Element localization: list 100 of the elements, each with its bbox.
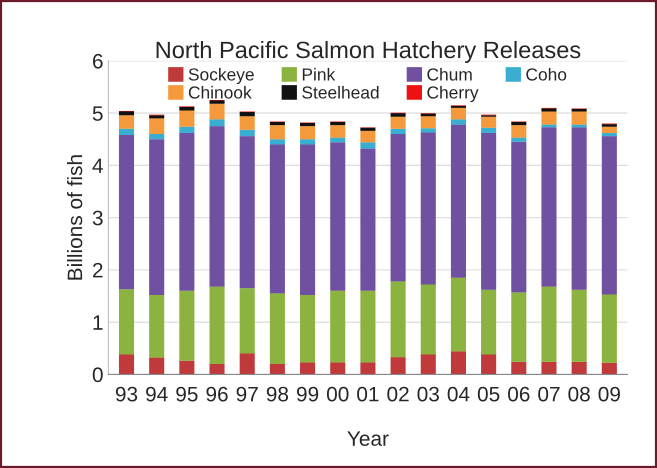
- x-tick-label: 98: [266, 386, 288, 402]
- bar: [481, 128, 496, 133]
- bar: [209, 364, 225, 374]
- bar: [209, 119, 225, 126]
- legend-label: Cherry: [427, 86, 479, 102]
- bar: [481, 116, 496, 128]
- bar: [209, 104, 225, 120]
- x-tick-label: 09: [598, 386, 620, 402]
- bar: [209, 126, 225, 287]
- bar: [270, 144, 285, 294]
- y-axis-title: Billions of fish: [66, 155, 82, 280]
- x-tick-label: 95: [176, 386, 198, 402]
- legend-label: Sockeye: [188, 68, 254, 84]
- x-tick-label: 93: [116, 386, 138, 402]
- legend-label: Chum: [427, 68, 472, 81]
- y-tick-label: 2: [93, 262, 102, 278]
- bar: [450, 351, 466, 374]
- bar: [511, 362, 526, 374]
- chart-title: North Pacific Salmon Hatchery Releases: [156, 40, 580, 63]
- bar: [360, 362, 376, 374]
- bar: [330, 125, 346, 138]
- y-tick-label: 3: [92, 210, 103, 226]
- bar: [602, 294, 617, 363]
- bar: [511, 122, 526, 126]
- bar: [300, 362, 316, 374]
- bar: [390, 357, 406, 374]
- bar: [602, 362, 617, 374]
- bar: [149, 358, 164, 374]
- bar: [209, 100, 225, 104]
- bar: [541, 127, 557, 287]
- legend-label: Steelhead: [302, 86, 379, 99]
- bar: [360, 128, 376, 131]
- bar: [118, 115, 134, 129]
- bar: [118, 354, 134, 374]
- bar: [270, 293, 285, 364]
- y-tick-label: 1: [94, 315, 103, 330]
- bar: [149, 118, 164, 134]
- x-tick-label: 00: [326, 386, 349, 402]
- bar: [572, 124, 587, 128]
- bar: [420, 128, 436, 132]
- x-tick-label: 04: [448, 386, 470, 402]
- bar: [270, 125, 285, 140]
- bar: [602, 136, 617, 294]
- x-tick-label: 01: [357, 386, 378, 402]
- bar: [240, 136, 255, 288]
- bar: [420, 114, 436, 116]
- x-tick-label: 05: [478, 386, 500, 402]
- legend-label: Chinook: [188, 86, 252, 99]
- bar: [572, 112, 587, 125]
- bar: [481, 354, 496, 374]
- x-axis-title: Year: [347, 431, 389, 446]
- legend-label: Coho: [526, 68, 566, 81]
- bar: [360, 130, 376, 142]
- bar: [450, 108, 466, 120]
- bar: [511, 138, 526, 142]
- bar: [330, 138, 346, 142]
- bar: [330, 122, 346, 126]
- bar: [541, 112, 557, 125]
- bar: [300, 123, 316, 126]
- bar: [450, 124, 466, 278]
- bar: [179, 106, 194, 110]
- bar: [572, 127, 587, 290]
- bar: [390, 116, 406, 129]
- bar: [450, 278, 466, 352]
- bar: [270, 122, 285, 126]
- bar: [602, 126, 617, 133]
- x-tick-label: 97: [236, 386, 258, 402]
- bar: [511, 125, 526, 138]
- x-tick-label: 03: [418, 386, 439, 402]
- bar: [179, 110, 194, 127]
- bar: [541, 124, 557, 128]
- bar: [541, 108, 557, 112]
- x-tick-label: 07: [538, 386, 560, 402]
- x-tick-label: 99: [296, 386, 318, 402]
- bar: [420, 284, 436, 355]
- x-tick-label: 06: [508, 386, 530, 402]
- y-tick-label: 5: [92, 106, 103, 121]
- bar: [149, 115, 164, 118]
- bar: [270, 139, 285, 144]
- legend-label: Pink: [302, 68, 336, 80]
- bar: [118, 128, 134, 136]
- bar: [572, 108, 587, 112]
- bar: [330, 290, 346, 362]
- bar: [149, 139, 164, 295]
- y-tick-label: 6: [93, 54, 103, 69]
- bar: [240, 353, 255, 374]
- x-tick-label: 08: [568, 386, 590, 402]
- bar: [209, 286, 225, 364]
- bar: [300, 294, 316, 362]
- bar: [390, 128, 406, 134]
- bar: [118, 289, 134, 355]
- bar: [541, 362, 557, 374]
- bar: [300, 144, 316, 295]
- bar: [240, 116, 255, 130]
- bar: [450, 119, 466, 125]
- bar: [572, 290, 587, 362]
- bar: [149, 134, 164, 140]
- bar: [118, 135, 134, 290]
- bar: [420, 116, 436, 128]
- bar: [360, 148, 376, 291]
